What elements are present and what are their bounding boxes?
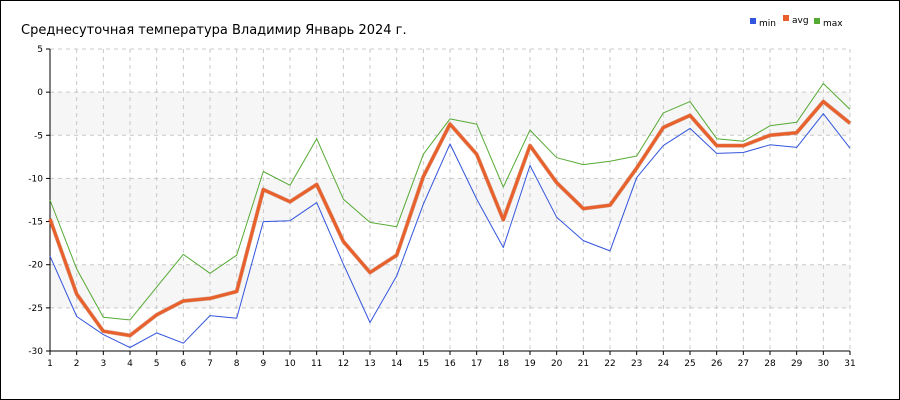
x-tick-label: 13 [364,359,375,369]
x-tick-label: 29 [791,359,803,369]
x-tick-label: 30 [818,359,830,369]
x-tick-label: 12 [338,359,349,369]
x-tick-label: 10 [284,359,296,369]
series-line-min [49,113,851,348]
legend-swatch-max [814,18,820,24]
legend-label-min: min [759,19,776,29]
x-tick-label: 7 [207,359,213,369]
x-tick-label: 31 [844,359,855,369]
x-tick-label: 6 [180,359,186,369]
legend-swatch-min [750,18,756,24]
x-tick-label: 20 [551,359,563,369]
x-tick-label: 2 [74,359,80,369]
x-tick-label: 16 [444,359,456,369]
x-tick-label: 1 [47,359,53,369]
legend-label-avg: avg [792,16,809,26]
x-tick-labels: 1 2 3 4 5 6 7 8 9 10 11 12 13 14 15 16 17 18 19 20 21 22 23 24 2… [47,359,856,369]
y-tick-label: 5 [37,45,43,55]
x-tick-label: 19 [524,359,536,369]
y-tick-labels: 5 0 -5 -10 -15 -20 -25 -30 [28,45,43,357]
chart-title: Среднесуточная температура Владимир Янва… [21,23,407,38]
x-tick-label: 17 [471,359,482,369]
series-line-max [49,83,851,321]
legend-swatch-avg [783,15,789,21]
y-tick-label: -30 [28,347,43,357]
x-tick-label: 11 [311,359,322,369]
x-tick-label: 25 [684,359,695,369]
legend: min avg max [750,15,843,29]
y-tick-label: 0 [37,88,43,98]
x-tick-label: 15 [418,359,429,369]
x-tick-label: 18 [498,359,510,369]
x-tick-label: 26 [711,359,723,369]
x-tick-label: 5 [154,359,160,369]
x-tick-label: 9 [260,359,266,369]
legend-label-max: max [823,19,843,29]
x-tick-label: 24 [658,359,670,369]
series-layer [48,83,852,348]
axes [46,48,851,355]
series-line-avg [48,100,851,337]
x-tick-label: 8 [234,359,240,369]
grid-band [50,178,850,222]
x-tick-label: 4 [127,359,133,369]
y-tick-label: -20 [28,261,43,271]
x-tick-label: 14 [391,359,403,369]
x-tick-label: 23 [631,359,642,369]
x-tick-label: 27 [738,359,749,369]
y-tick-label: -10 [28,174,43,184]
y-tick-label: -15 [28,218,43,228]
x-tick-label: 22 [604,359,615,369]
x-tick-label: 3 [100,359,106,369]
y-tick-label: -5 [34,131,43,141]
x-tick-label: 28 [764,359,776,369]
y-tick-label: -25 [28,304,43,314]
x-tick-label: 21 [578,359,589,369]
